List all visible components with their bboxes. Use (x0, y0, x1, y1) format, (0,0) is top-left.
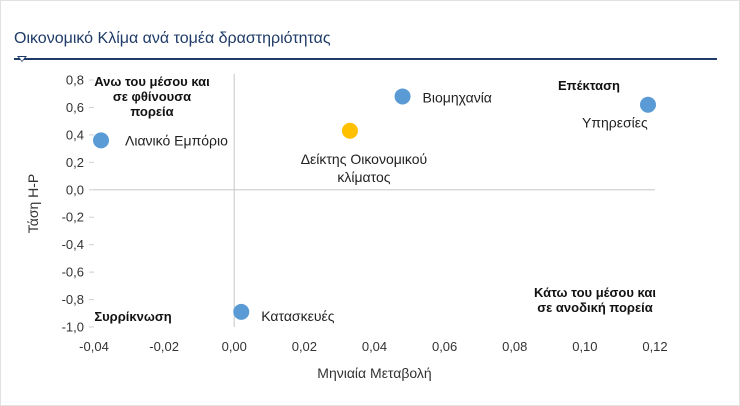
y-tick-label-3: 0,2 (66, 155, 84, 170)
data-point-3 (341, 122, 358, 139)
x-tick-label-8: 0,12 (642, 339, 667, 354)
point-label-3-line-0: Δείκτης Οικονομικού (301, 151, 428, 167)
quadrant-label-1-line-0: Επέκταση (558, 78, 620, 93)
y-tick-label-6: -0,4 (62, 237, 84, 252)
quadrant-label-3-line-0: Κάτω του μέσου και (534, 285, 656, 300)
data-point-4 (233, 303, 250, 320)
x-tick-label-0: -0,04 (79, 339, 109, 354)
y-tick-label-5: -0,2 (62, 210, 84, 225)
title-underline (14, 58, 717, 60)
point-label-0-line-0: Λιανικό Εμπόριο (125, 132, 228, 148)
x-axis-title: Μηνιαία Μεταβολή (317, 365, 431, 381)
x-tick-label-4: 0,04 (362, 339, 387, 354)
chart-title: Οικονομικό Κλίμα ανά τομέα δραστηριότητα… (14, 30, 331, 47)
y-tick-label-7: -0,6 (62, 265, 84, 280)
title-notch-inner (19, 57, 25, 61)
data-point-2 (639, 96, 656, 113)
y-tick-label-0: 0,8 (66, 73, 84, 88)
x-tick-label-6: 0,08 (502, 339, 527, 354)
point-label-2-line-0: Υπηρεσίες (582, 115, 648, 131)
data-point-1 (394, 88, 411, 105)
quadrant-label-0-line-1: σε φθίνουσα (113, 89, 191, 104)
x-tick-label-1: -0,02 (149, 339, 179, 354)
point-label-1-line-0: Βιομηχανία (423, 89, 492, 105)
x-tick-label-3: 0,02 (292, 339, 317, 354)
y-tick-label-8: -0,8 (62, 292, 84, 307)
y-tick-label-1: 0,6 (66, 100, 84, 115)
x-tick-label-5: 0,06 (432, 339, 457, 354)
x-tick-label-7: 0,10 (572, 339, 597, 354)
y-tick-label-4: 0,0 (66, 182, 84, 197)
y-tick-label-2: 0,4 (66, 127, 84, 142)
quadrant-label-0-line-0: Ανω του μέσου και (94, 74, 210, 89)
quadrant-label-3-line-1: σε ανοδική πορεία (537, 300, 652, 315)
data-point-0 (93, 132, 110, 149)
y-tick-label-9: -1,0 (62, 320, 84, 335)
point-label-3-line-1: κλίματος (337, 169, 390, 185)
quadrant-label-2-line-0: Συρρίκνωση (94, 309, 171, 324)
quadrant-label-0-line-2: πορεία (130, 104, 173, 119)
y-axis-title: Τάση Η-Ρ (25, 174, 41, 234)
x-tick-label-2: 0,00 (222, 339, 247, 354)
point-label-4-line-0: Κατασκευές (261, 308, 334, 324)
